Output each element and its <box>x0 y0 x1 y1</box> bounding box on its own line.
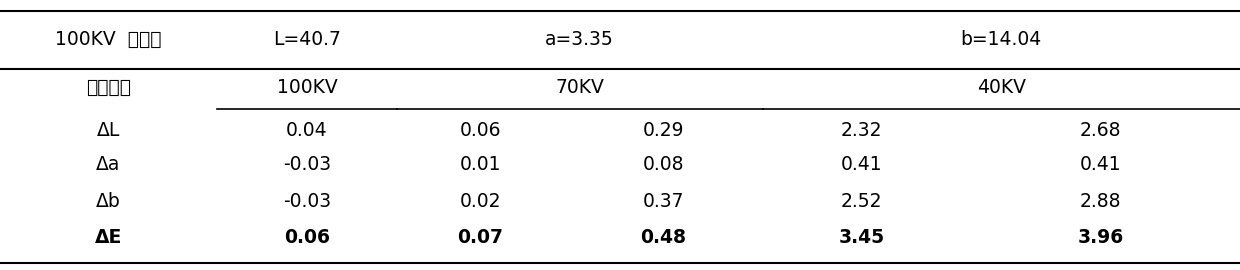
Text: 40KV: 40KV <box>977 78 1025 97</box>
Text: 0.29: 0.29 <box>642 122 684 140</box>
Text: 0.06: 0.06 <box>460 122 501 140</box>
Text: ΔL: ΔL <box>97 122 120 140</box>
Text: a=3.35: a=3.35 <box>546 30 614 49</box>
Text: 100KV: 100KV <box>277 78 337 97</box>
Text: 100KV  为标准: 100KV 为标准 <box>56 30 161 49</box>
Text: 2.88: 2.88 <box>1080 192 1121 211</box>
Text: 0.02: 0.02 <box>460 192 501 211</box>
Text: 0.48: 0.48 <box>640 228 687 247</box>
Text: 70KV: 70KV <box>556 78 604 97</box>
Text: 0.41: 0.41 <box>1080 155 1121 174</box>
Text: 3.45: 3.45 <box>838 228 885 247</box>
Text: b=14.04: b=14.04 <box>961 30 1042 49</box>
Text: Δb: Δb <box>97 192 120 211</box>
Text: 0.06: 0.06 <box>284 228 330 247</box>
Text: L=40.7: L=40.7 <box>273 30 341 49</box>
Text: 0.01: 0.01 <box>460 155 501 174</box>
Text: -0.03: -0.03 <box>283 155 331 174</box>
Text: 2.68: 2.68 <box>1080 122 1121 140</box>
Text: 0.08: 0.08 <box>642 155 684 174</box>
Text: ΔE: ΔE <box>95 228 122 247</box>
Text: Δa: Δa <box>97 155 120 174</box>
Text: -0.03: -0.03 <box>283 192 331 211</box>
Text: 0.41: 0.41 <box>841 155 883 174</box>
Text: 噴涂电压: 噴涂电压 <box>86 78 131 97</box>
Text: 3.96: 3.96 <box>1078 228 1123 247</box>
Text: 0.37: 0.37 <box>642 192 684 211</box>
Text: 0.07: 0.07 <box>458 228 503 247</box>
Text: 2.52: 2.52 <box>841 192 883 211</box>
Text: 2.32: 2.32 <box>841 122 883 140</box>
Text: 0.04: 0.04 <box>286 122 327 140</box>
